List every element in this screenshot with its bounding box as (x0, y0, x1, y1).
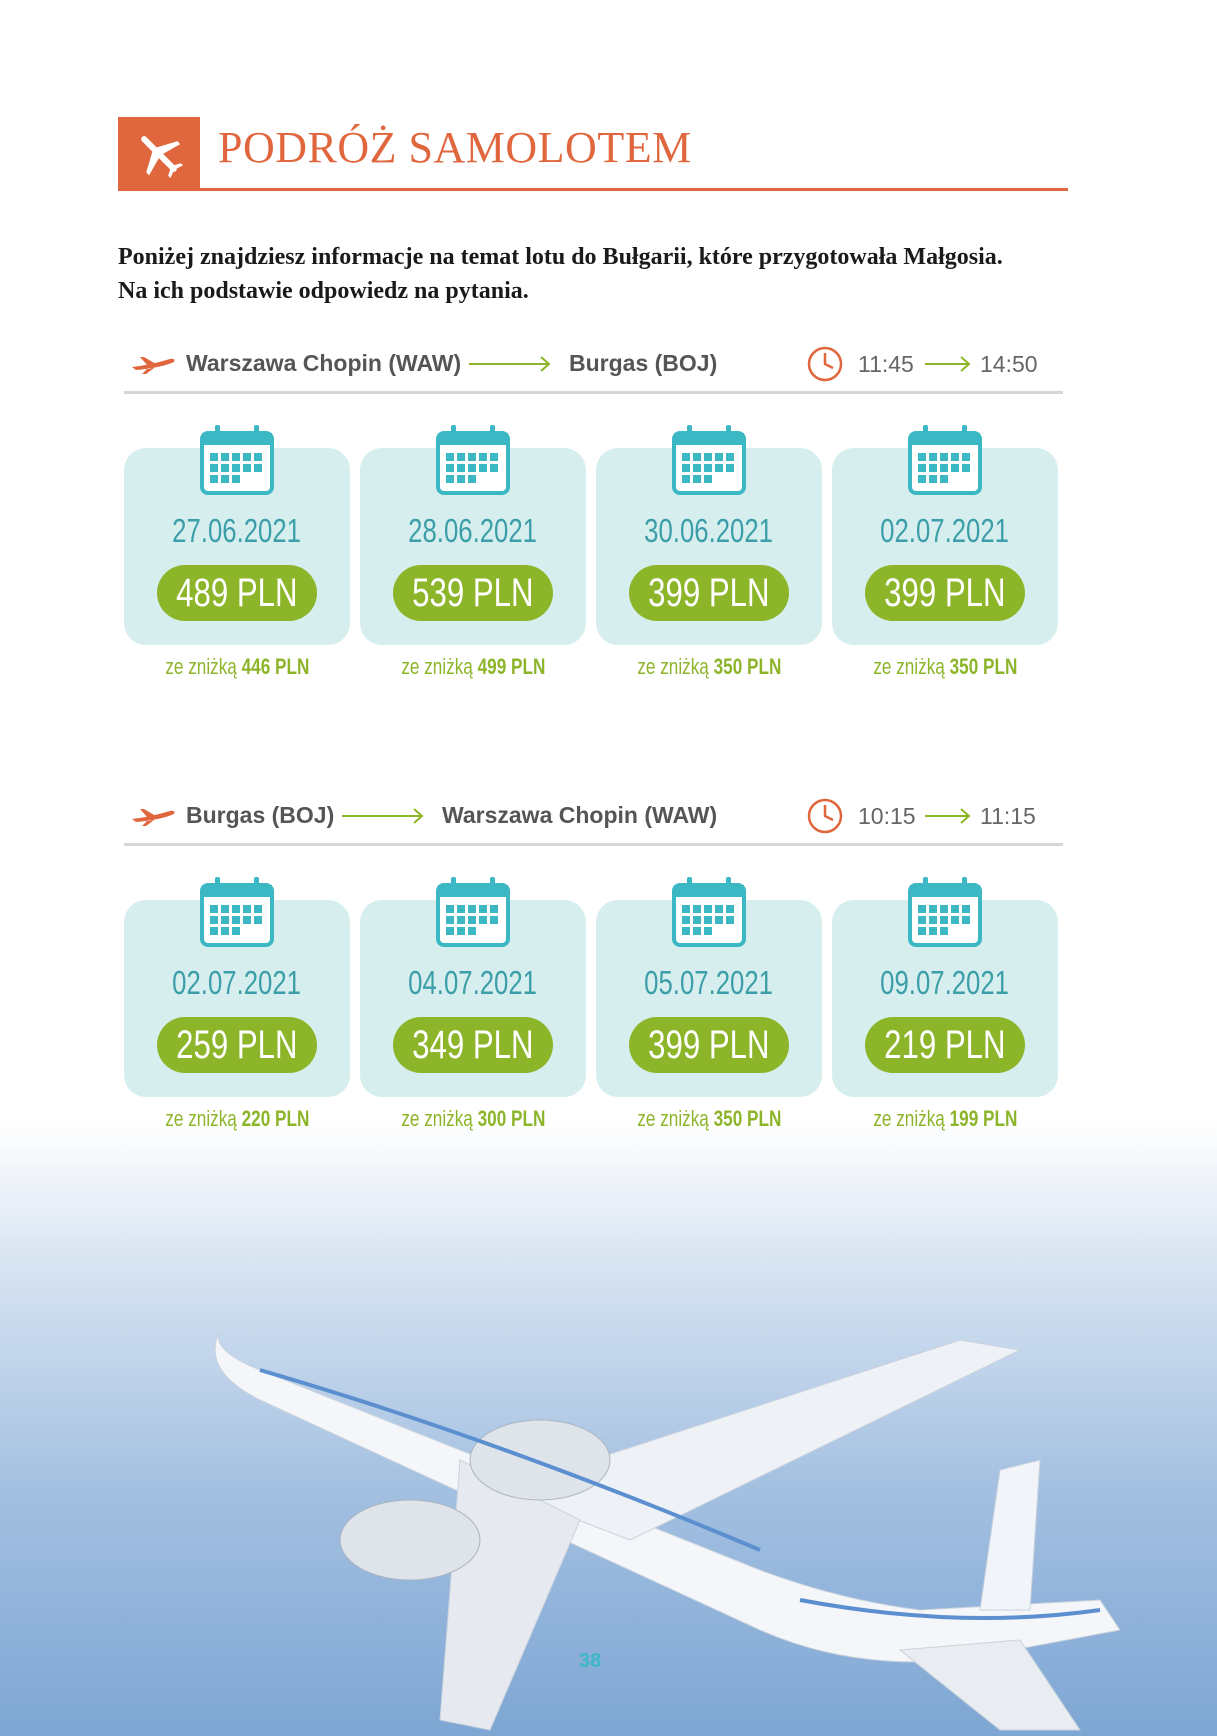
discount: ze zniżką 350 PLN (596, 1106, 822, 1132)
discount-label: ze zniżką (164, 1106, 237, 1131)
calendar-icon (671, 875, 747, 954)
route-from: Burgas (BOJ) (186, 802, 335, 828)
intro-line: Na ich podstawie odpowiedz na pytania. (118, 278, 529, 304)
route-rule (124, 843, 1063, 846)
fare-price-text: 399 PLN (648, 571, 770, 615)
airplane-illustration (214, 1329, 1121, 1731)
calendar-icon (435, 875, 511, 954)
fare-date: 02.07.2021 (124, 964, 350, 1002)
time-arrow (925, 806, 971, 831)
departure-time: 11:45 (858, 351, 914, 377)
calendar-icon (907, 875, 983, 954)
discount: ze zniżką 300 PLN (360, 1106, 586, 1132)
clock-icon (806, 345, 844, 388)
arrival-time: 11:15 (980, 803, 1036, 829)
fare-price-text: 489 PLN (176, 571, 298, 615)
discount-label: ze zniżką (636, 1106, 709, 1131)
discount-text: ze zniżką 499 PLN (401, 654, 545, 680)
discount: ze zniżką 350 PLN (596, 654, 822, 680)
plane-icon (130, 805, 176, 832)
route-arrow (342, 806, 424, 831)
fare-date-text: 27.06.2021 (172, 512, 302, 549)
discount-price: 350 PLN (713, 654, 782, 679)
discount-text: ze zniżką 350 PLN (637, 654, 781, 680)
fare-price-text: 349 PLN (412, 1023, 534, 1067)
fare-date-text: 04.07.2021 (408, 964, 538, 1001)
discount-text: ze zniżką 350 PLN (637, 1106, 781, 1132)
discount: ze zniżką 220 PLN (124, 1106, 350, 1132)
route-from: Warszawa Chopin (WAW) (186, 350, 462, 376)
intro-line: Poniżej znajdziesz informacje na temat l… (118, 244, 1003, 270)
discount-text: ze zniżką 199 PLN (873, 1106, 1017, 1132)
fare-price: 489 PLN (157, 565, 317, 621)
calendar-icon (199, 875, 275, 954)
discount: ze zniżką 446 PLN (124, 654, 350, 680)
plane-icon (130, 353, 176, 380)
fare-price: 349 PLN (393, 1017, 553, 1073)
fare-date-text: 28.06.2021 (408, 512, 538, 549)
fare-date-text: 02.07.2021 (880, 512, 1010, 549)
discount: ze zniżką 350 PLN (832, 654, 1058, 680)
discount-label: ze zniżką (872, 654, 945, 679)
header-icon-box (118, 117, 200, 191)
discount-label: ze zniżką (400, 1106, 473, 1131)
route-arrow (469, 354, 551, 379)
fare-price: 399 PLN (629, 1017, 789, 1073)
fare-date: 09.07.2021 (832, 964, 1058, 1002)
discount-price: 499 PLN (477, 654, 546, 679)
discount-price: 199 PLN (949, 1106, 1018, 1131)
page-number: 38 (578, 1650, 602, 1672)
discount: ze zniżką 499 PLN (360, 654, 586, 680)
fare-price-text: 539 PLN (412, 571, 534, 615)
route-rule (124, 391, 1063, 394)
fare-price-text: 399 PLN (648, 1023, 770, 1067)
fare-date: 27.06.2021 (124, 512, 350, 550)
discount-price: 350 PLN (949, 654, 1018, 679)
discount-text: ze zniżką 350 PLN (873, 654, 1017, 680)
page-title: PODRÓŻ SAMOLOTEM (218, 123, 692, 172)
discount-price: 446 PLN (241, 654, 310, 679)
fare-date: 05.07.2021 (596, 964, 822, 1002)
fare-price: 539 PLN (393, 565, 553, 621)
fare-date: 30.06.2021 (596, 512, 822, 550)
discount-price: 220 PLN (241, 1106, 310, 1131)
discount-price: 350 PLN (713, 1106, 782, 1131)
calendar-icon (907, 423, 983, 502)
discount-text: ze zniżką 300 PLN (401, 1106, 545, 1132)
fare-price: 399 PLN (865, 565, 1025, 621)
fare-date: 28.06.2021 (360, 512, 586, 550)
calendar-icon (199, 423, 275, 502)
plane-icon (141, 136, 184, 179)
fare-price-text: 259 PLN (176, 1023, 298, 1067)
clock-icon (806, 797, 844, 840)
fare-date-text: 09.07.2021 (880, 964, 1010, 1001)
discount-label: ze zniżką (400, 654, 473, 679)
discount-price: 300 PLN (477, 1106, 546, 1131)
calendar-icon (671, 423, 747, 502)
discount-text: ze zniżką 446 PLN (165, 654, 309, 680)
discount-label: ze zniżką (872, 1106, 945, 1131)
header-rule (118, 188, 1068, 191)
fare-date-text: 05.07.2021 (644, 964, 774, 1001)
arrival-time: 14:50 (980, 351, 1038, 377)
fare-price: 259 PLN (157, 1017, 317, 1073)
fare-date: 04.07.2021 (360, 964, 586, 1002)
fare-price: 219 PLN (865, 1017, 1025, 1073)
fare-price-text: 219 PLN (884, 1023, 1006, 1067)
fare-date-text: 30.06.2021 (644, 512, 774, 549)
fare-date: 02.07.2021 (832, 512, 1058, 550)
route-to: Burgas (BOJ) (569, 350, 718, 376)
calendar-icon (435, 423, 511, 502)
time-arrow (925, 354, 971, 379)
discount-text: ze zniżką 220 PLN (165, 1106, 309, 1132)
fare-price: 399 PLN (629, 565, 789, 621)
fare-price-text: 399 PLN (884, 571, 1006, 615)
discount: ze zniżką 199 PLN (832, 1106, 1058, 1132)
route-to: Warszawa Chopin (WAW) (442, 802, 718, 828)
departure-time: 10:15 (858, 803, 916, 829)
discount-label: ze zniżką (636, 654, 709, 679)
discount-label: ze zniżką (164, 654, 237, 679)
fare-date-text: 02.07.2021 (172, 964, 302, 1001)
